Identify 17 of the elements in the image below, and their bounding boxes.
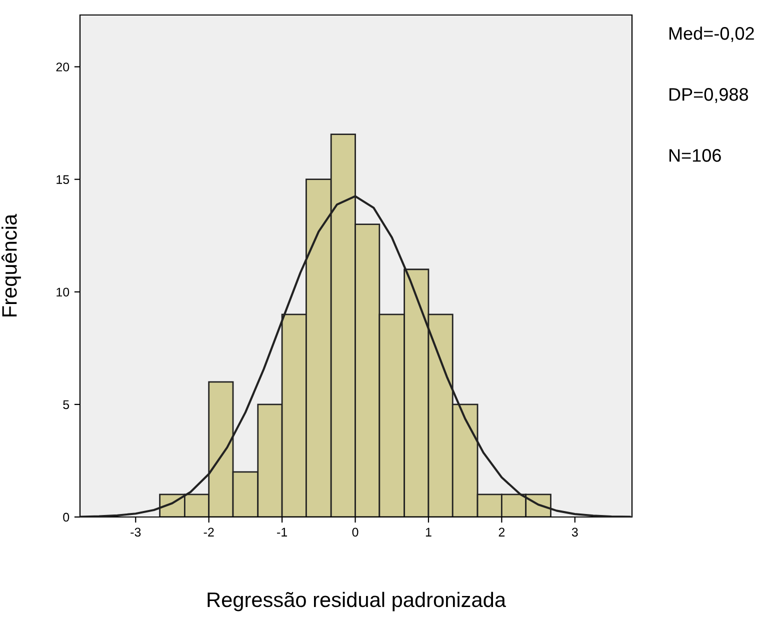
x-tick-label: -1: [277, 528, 288, 536]
y-tick-label: 10: [56, 288, 70, 297]
x-tick-label: 0: [352, 528, 358, 537]
x-tick-label: 1: [426, 528, 432, 536]
x-axis-title: Regressão residual padronizada: [208, 592, 506, 612]
x-tick-label: 2: [498, 528, 505, 536]
y-axis-title: Frequência: [1, 214, 21, 316]
x-tick-label: -3: [130, 528, 141, 537]
text: Med=-0,02: [669, 26, 754, 42]
y-tick-label: 20: [56, 62, 70, 72]
x-tick-label: 3: [572, 528, 578, 537]
x-tick-label: -2: [204, 528, 214, 536]
y-tick-label: 0: [63, 512, 70, 522]
text: DP=0,988: [669, 88, 748, 103]
y-tick-label: 5: [63, 400, 70, 410]
text: N=106: [669, 149, 721, 162]
y-tick-label: 15: [56, 175, 70, 184]
